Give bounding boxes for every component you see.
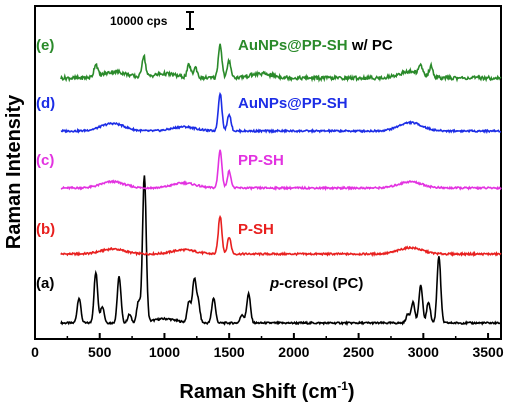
x-tick-label: 500 [88, 344, 112, 360]
x-axis-title-sup: -1 [337, 379, 348, 393]
x-tick-label: 1500 [214, 344, 245, 360]
x-tick-label: 2000 [278, 344, 309, 360]
x-axis-title-main: Raman Shift (cm [179, 381, 337, 403]
scale-bar: 10000 cps [110, 11, 194, 30]
series-name-main: AuNPs@PP-SH [238, 95, 348, 112]
series-name-main: PP-SH [238, 152, 284, 169]
spectrum-line [60, 175, 502, 327]
series-name: PP-SH [238, 152, 284, 169]
spectra-lines [60, 43, 502, 327]
series-name-main: cresol (PC) [284, 275, 363, 292]
spectrum-line [60, 149, 502, 192]
series-name: p-cresol (PC) [269, 275, 363, 292]
series-tag: (e) [36, 37, 54, 54]
spectrum-line [60, 214, 502, 258]
plot-frame [34, 5, 502, 340]
series-labels: (a) p-cresol (PC) (b) P-SH (c) PP-SH (d) AuNPs@… [36, 37, 393, 292]
series-name: P-SH [238, 221, 274, 238]
x-axis-title: Raman Shift (cm-1) [179, 379, 354, 403]
x-tick-label: 2500 [343, 344, 374, 360]
x-tick-label: 3000 [408, 344, 439, 360]
series-name-main: AuNPs@PP-SH [238, 37, 348, 54]
series-name-dash: - [279, 275, 284, 292]
y-axis-title: Raman Intensity [3, 94, 25, 249]
series-tag: (a) [36, 275, 54, 292]
series-name-prefix: p [269, 275, 279, 292]
series-tag: (d) [36, 95, 55, 112]
series-tag: (b) [36, 221, 55, 238]
series-name: AuNPs@PP-SH w/ PC [238, 37, 393, 54]
x-axis-title-close: ) [348, 381, 355, 403]
series-name-main: P-SH [238, 221, 274, 238]
scale-bar-label: 10000 cps [110, 14, 168, 28]
spectrum-line [60, 91, 501, 135]
x-axis-ticks: 0 500 1000 1500 2000 2500 3000 3500 [31, 333, 504, 360]
series-name-suffix: w/ PC [348, 37, 393, 54]
x-tick-label: 0 [31, 344, 39, 360]
series-name: AuNPs@PP-SH [238, 95, 348, 112]
spectrum-line [60, 43, 502, 83]
series-tag: (c) [36, 152, 54, 169]
x-tick-label: 3500 [472, 344, 503, 360]
x-tick-label: 1000 [149, 344, 180, 360]
